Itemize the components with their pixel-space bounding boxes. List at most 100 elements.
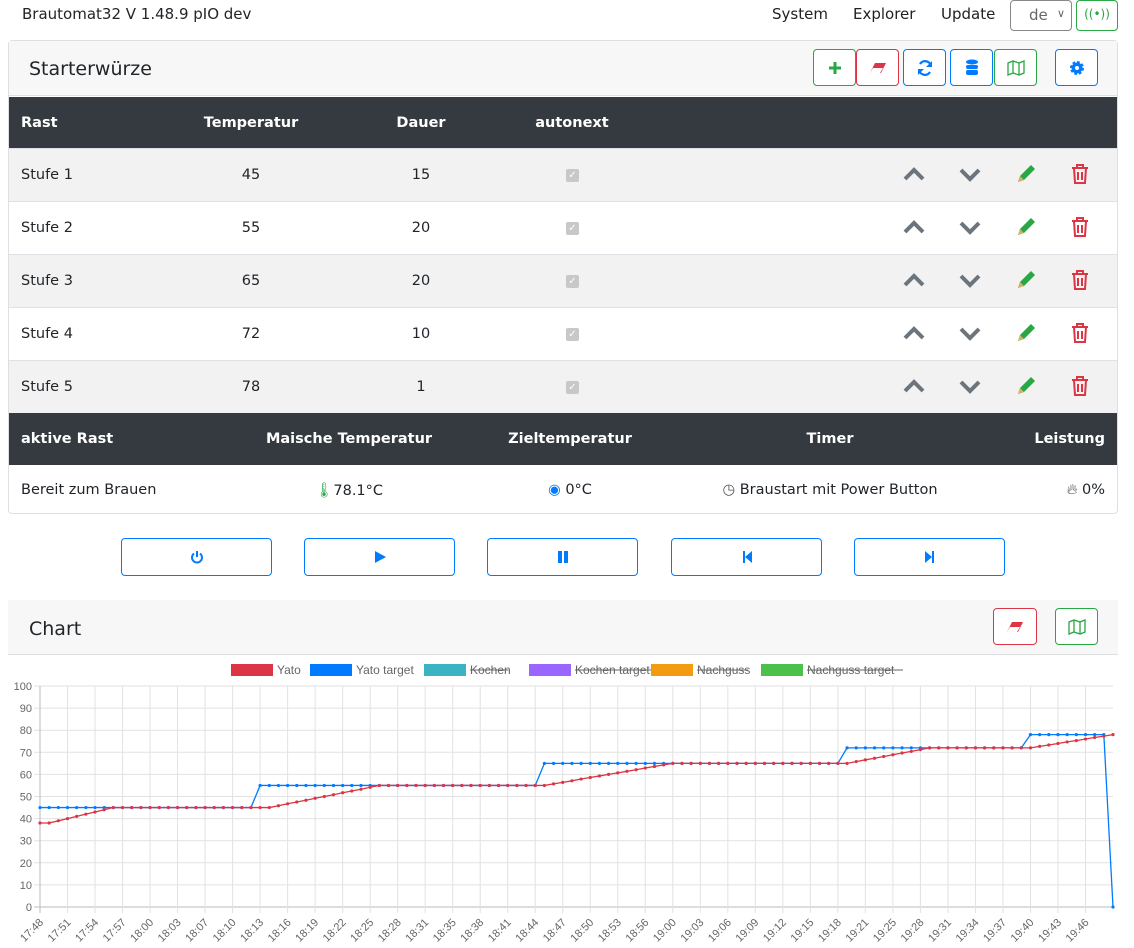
data-point xyxy=(652,764,657,769)
data-point xyxy=(56,819,60,823)
nav-system[interactable]: System xyxy=(772,5,828,23)
clear-chart-button[interactable] xyxy=(993,608,1037,645)
autonext-checkbox[interactable]: ✓ xyxy=(566,222,579,235)
data-point xyxy=(56,805,60,810)
map-icon xyxy=(1006,59,1025,76)
move-down-icon[interactable] xyxy=(958,321,982,345)
data-point xyxy=(331,793,336,797)
step-row: Stufe 1 45 15 ✓ xyxy=(9,148,1117,201)
data-point xyxy=(65,817,70,821)
data-point xyxy=(882,746,886,750)
move-up-icon[interactable] xyxy=(902,215,926,239)
step-row: Stufe 4 72 10 ✓ xyxy=(9,307,1117,360)
previous-step-button[interactable] xyxy=(671,538,822,576)
data-point xyxy=(652,761,657,765)
nav-update[interactable]: Update xyxy=(941,5,996,23)
data-point xyxy=(817,761,822,765)
database-icon xyxy=(965,59,978,75)
power-button[interactable] xyxy=(121,538,272,576)
chart-map-button[interactable] xyxy=(1055,608,1098,645)
data-point xyxy=(689,761,693,765)
move-down-icon[interactable] xyxy=(958,162,982,186)
refresh-button[interactable] xyxy=(903,49,946,86)
add-step-button[interactable] xyxy=(813,49,856,86)
data-point xyxy=(735,761,739,765)
autonext-checkbox[interactable]: ✓ xyxy=(566,328,579,341)
step-temperature: 65 xyxy=(241,273,261,289)
col-power: Leistung xyxy=(1034,431,1105,447)
move-up-icon[interactable] xyxy=(902,374,926,398)
clear-steps-button[interactable] xyxy=(856,49,899,86)
data-point xyxy=(405,783,409,788)
data-point xyxy=(1065,740,1069,744)
legend-label: Yato xyxy=(277,663,301,677)
x-tick-label: 19:21 xyxy=(844,917,872,945)
data-point xyxy=(973,746,978,750)
y-tick-label: 60 xyxy=(20,769,32,781)
edit-pencil-icon[interactable] xyxy=(1014,268,1038,292)
autonext-checkbox[interactable]: ✓ xyxy=(566,169,579,182)
map-button[interactable] xyxy=(994,49,1037,86)
data-point xyxy=(937,746,941,750)
data-point xyxy=(1074,733,1078,737)
move-down-icon[interactable] xyxy=(958,374,982,398)
x-tick-label: 18:19 xyxy=(293,917,321,945)
legend-swatch xyxy=(310,664,352,676)
x-tick-label: 18:22 xyxy=(321,917,349,945)
x-tick-label: 18:47 xyxy=(541,917,569,945)
language-select[interactable]: de ∨ xyxy=(1010,0,1072,31)
series-line-yato xyxy=(40,733,1114,824)
wifi-button[interactable]: ((•)) xyxy=(1076,0,1118,31)
move-down-icon[interactable] xyxy=(958,215,982,239)
data-point xyxy=(350,783,354,788)
trash-icon[interactable] xyxy=(1068,321,1092,345)
data-point xyxy=(47,805,51,810)
legend-swatch xyxy=(529,664,571,676)
pause-button[interactable] xyxy=(487,538,638,576)
next-step-button[interactable] xyxy=(854,538,1005,576)
data-point xyxy=(496,783,501,788)
move-up-icon[interactable] xyxy=(902,162,926,186)
data-point xyxy=(680,761,684,765)
data-point xyxy=(111,805,115,810)
autonext-checkbox[interactable]: ✓ xyxy=(566,381,579,394)
x-tick-label: 18:25 xyxy=(348,917,376,945)
trash-icon[interactable] xyxy=(1068,268,1092,292)
edit-pencil-icon[interactable] xyxy=(1014,374,1038,398)
x-tick-label: 18:41 xyxy=(486,917,514,945)
move-up-icon[interactable] xyxy=(902,321,926,345)
autonext-checkbox[interactable]: ✓ xyxy=(566,275,579,288)
data-point xyxy=(515,783,519,788)
trash-icon[interactable] xyxy=(1068,374,1092,398)
data-point xyxy=(249,805,253,810)
nav-explorer[interactable]: Explorer xyxy=(853,5,916,23)
move-down-icon[interactable] xyxy=(958,268,982,292)
trash-icon[interactable] xyxy=(1068,162,1092,186)
edit-pencil-icon[interactable] xyxy=(1014,162,1038,186)
x-tick-label: 19:06 xyxy=(706,917,734,945)
data-point xyxy=(1028,746,1033,750)
play-button[interactable] xyxy=(304,538,455,576)
chart-header xyxy=(8,600,1118,655)
x-tick-label: 19:18 xyxy=(816,917,844,945)
data-point xyxy=(606,761,611,765)
data-point xyxy=(47,821,51,825)
thermometer-icon: 🌡 xyxy=(314,483,334,499)
col-target-temp: Zieltemperatur xyxy=(508,431,632,447)
y-tick-label: 0 xyxy=(26,902,32,914)
settings-button[interactable] xyxy=(1055,49,1098,86)
power-icon xyxy=(190,551,203,564)
data-point xyxy=(423,783,427,788)
data-point xyxy=(341,791,345,795)
data-point xyxy=(1038,733,1042,737)
x-tick-label: 19:03 xyxy=(678,917,706,945)
edit-pencil-icon[interactable] xyxy=(1014,321,1038,345)
edit-pencil-icon[interactable] xyxy=(1014,215,1038,239)
x-tick-label: 18:00 xyxy=(128,917,156,945)
data-point xyxy=(836,761,840,765)
map-icon xyxy=(1067,618,1086,635)
move-up-icon[interactable] xyxy=(902,268,926,292)
database-button[interactable] xyxy=(950,49,993,86)
trash-icon[interactable] xyxy=(1068,215,1092,239)
data-point xyxy=(185,805,189,810)
